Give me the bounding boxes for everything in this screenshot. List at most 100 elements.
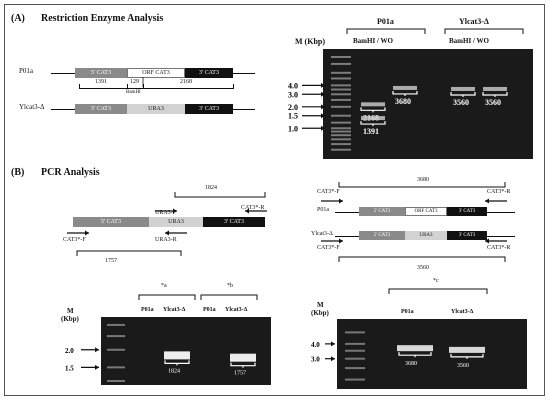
p01a-3cat3-box: 3' CAT3 [185,68,233,78]
figure-frame: (A) Restriction Enzyme Analysis P01a 5' … [4,4,545,396]
size-129: 129 [130,79,139,85]
right-top-5cat3: 5' CAT3 [359,207,405,216]
gel-a-tick-arrow-4-head [321,125,325,131]
gel-b1-band-0 [164,351,190,360]
gel-a-ladder-band-13 [331,134,351,137]
gel-a-group1-bracket [346,28,426,34]
gel-b1-ladder-band-3 [107,366,125,369]
gel-a-band-1 [361,116,385,121]
gel-a-band-bracket-2 [392,90,418,95]
ylcat3-ura3-box: URA3 [127,104,185,114]
gel-a-ladder-band-9 [331,114,351,117]
gel-b1-tick-arrow-1-head [95,364,99,370]
primer-cat3-f-label: CAT3*-F [63,237,86,243]
amplicon-1757-bracket [76,250,182,256]
gel-b2-group-c-bracket [388,288,488,294]
gel-b1-tick-arrow-0-head [95,347,99,353]
gel-b1-tick-label-1: 1.5 [65,364,74,372]
gel-a-tick-label-1: 3.0 [288,90,298,99]
construct-ylcat3-label: Ylcat3-Δ [19,103,45,111]
gel-b2-band-bracket-0 [398,352,432,356]
gel-a-group2-strain: Ylcat3-Δ [459,17,489,26]
gel-b2-ladder-band-2 [345,349,365,352]
gel-a-ladder-band-1 [331,62,351,65]
gel-b1-ladder-band-1 [107,335,125,338]
left-ura3-box: URA3 [149,217,203,227]
primer-ura3-f-arrow-head [173,208,177,214]
right-bottom-3cat3: 3' CAT3 [447,231,487,240]
amplicon-1824-bracket [174,192,266,198]
p01a-bracket-tick-mid2 [143,84,144,89]
left-3cat3-box: 3' CAT3 [203,217,265,227]
gel-a-ladder-band-16 [331,148,351,151]
gel-b1-group-b-bracket [200,294,258,300]
gel-a-band-bracket-3 [450,91,476,96]
right-bottom-primer-r-arrow-head [485,238,489,244]
gel-a-ladder-band-14 [331,138,351,141]
gel-b1-group-b-tag: *b [227,283,233,289]
right-top-primer-r-arrow-head [485,198,489,204]
size-1391: 1391 [95,79,107,85]
gel-a-tick-label-4: 1.0 [288,124,298,133]
gel-a-band-bracket-4 [482,91,508,96]
gel-b2-ladder-band-3 [345,357,365,360]
gel-b1-ladder-band-0 [107,323,125,326]
right-top-orf: ORF CAT3 [405,207,447,216]
gel-a-band-label-4: 3560 [485,98,501,107]
gel-b2-band-label-1: 3560 [457,363,469,369]
gel-a-ladder-band-11 [331,127,351,130]
gel-a-band-2 [393,85,417,90]
gel-b2 [337,319,527,389]
gel-a-ladder-band-8 [331,105,351,108]
gel-a-group2-enzyme: BamHI / WO [449,37,489,45]
right-bottom-ura3: URA3 [405,231,447,240]
gel-b2-ladder-band-1 [345,342,365,345]
primer-ura3-r-label: URA3-R [155,237,177,243]
gel-a-ladder-band-10 [331,121,351,124]
gel-b2-group-c-tag: *c [433,278,439,284]
gel-a-ladder-band-12 [331,130,351,133]
amplicon-1757-label: 1757 [105,258,117,264]
gel-b1-band-1 [230,353,256,362]
right-primer-f-top: CAT3*-F [317,189,340,195]
gel-b2-ladder-band-0 [345,331,365,334]
gel-b2-band-bracket-1 [450,353,484,358]
gel-b2-tick-arrow-1-head [331,356,335,362]
right-bottom-5cat3: 5' CAT3 [359,231,405,240]
bamhi-site-label: BamHI [126,90,141,95]
gel-b2-band-label-0: 3680 [405,361,417,367]
gel-b1-band-bracket-1 [230,362,256,367]
right-primer-r-bottom: CAT3*-R [487,245,511,251]
gel-b1-lane3: P01a [203,307,216,313]
gel-a-band-3 [451,86,475,91]
gel-a-ladder-band-2 [331,71,351,74]
gel-a-ladder-band-4 [331,84,351,87]
gel-a-ladder-band-7 [331,98,351,101]
gel-b2-lane1: P01a [401,309,414,315]
gel-b2-tick-label-1: 3.0 [311,356,320,364]
gel-a-band-0 [361,102,385,107]
gel-a [323,49,533,159]
gel-a-ladder-band-3 [331,77,351,80]
gel-a-tick-arrow-2-head [321,104,325,110]
primer-ura3-r-arrow-head [165,230,169,236]
size-2168: 2168 [180,79,192,85]
amplicon-3680-bracket [338,182,506,188]
gel-b1-marker-m: M [67,307,74,315]
right-bottom-primer-f-arrow-head [339,238,343,244]
primer-cat3-r-arrow-head [245,208,249,214]
gel-b2-ladder-band-4 [345,367,365,370]
amplicon-1824-label: 1824 [205,185,217,191]
panel-a-title: Restriction Enzyme Analysis [41,13,164,24]
primer-ura3-f-label: URA3-F [155,210,177,216]
right-top-primer-f-arrow-head [339,198,343,204]
ylcat3-3cat3-box: 3' CAT3 [185,104,233,114]
gel-b2-lane2: Ylcat3-Δ [451,309,474,315]
ylcat3-5cat3-box: 5' CAT3 [75,104,127,114]
gel-b1-marker-unit: (Kbp) [61,315,79,323]
gel-a-tick-arrow-1-head [321,91,325,97]
gel-a-band-bracket-0 [360,107,386,111]
gel-a-band-label-3: 3560 [453,98,469,107]
panel-b-label: (B) [11,167,25,178]
right-primer-r-top: CAT3*-R [487,189,511,195]
